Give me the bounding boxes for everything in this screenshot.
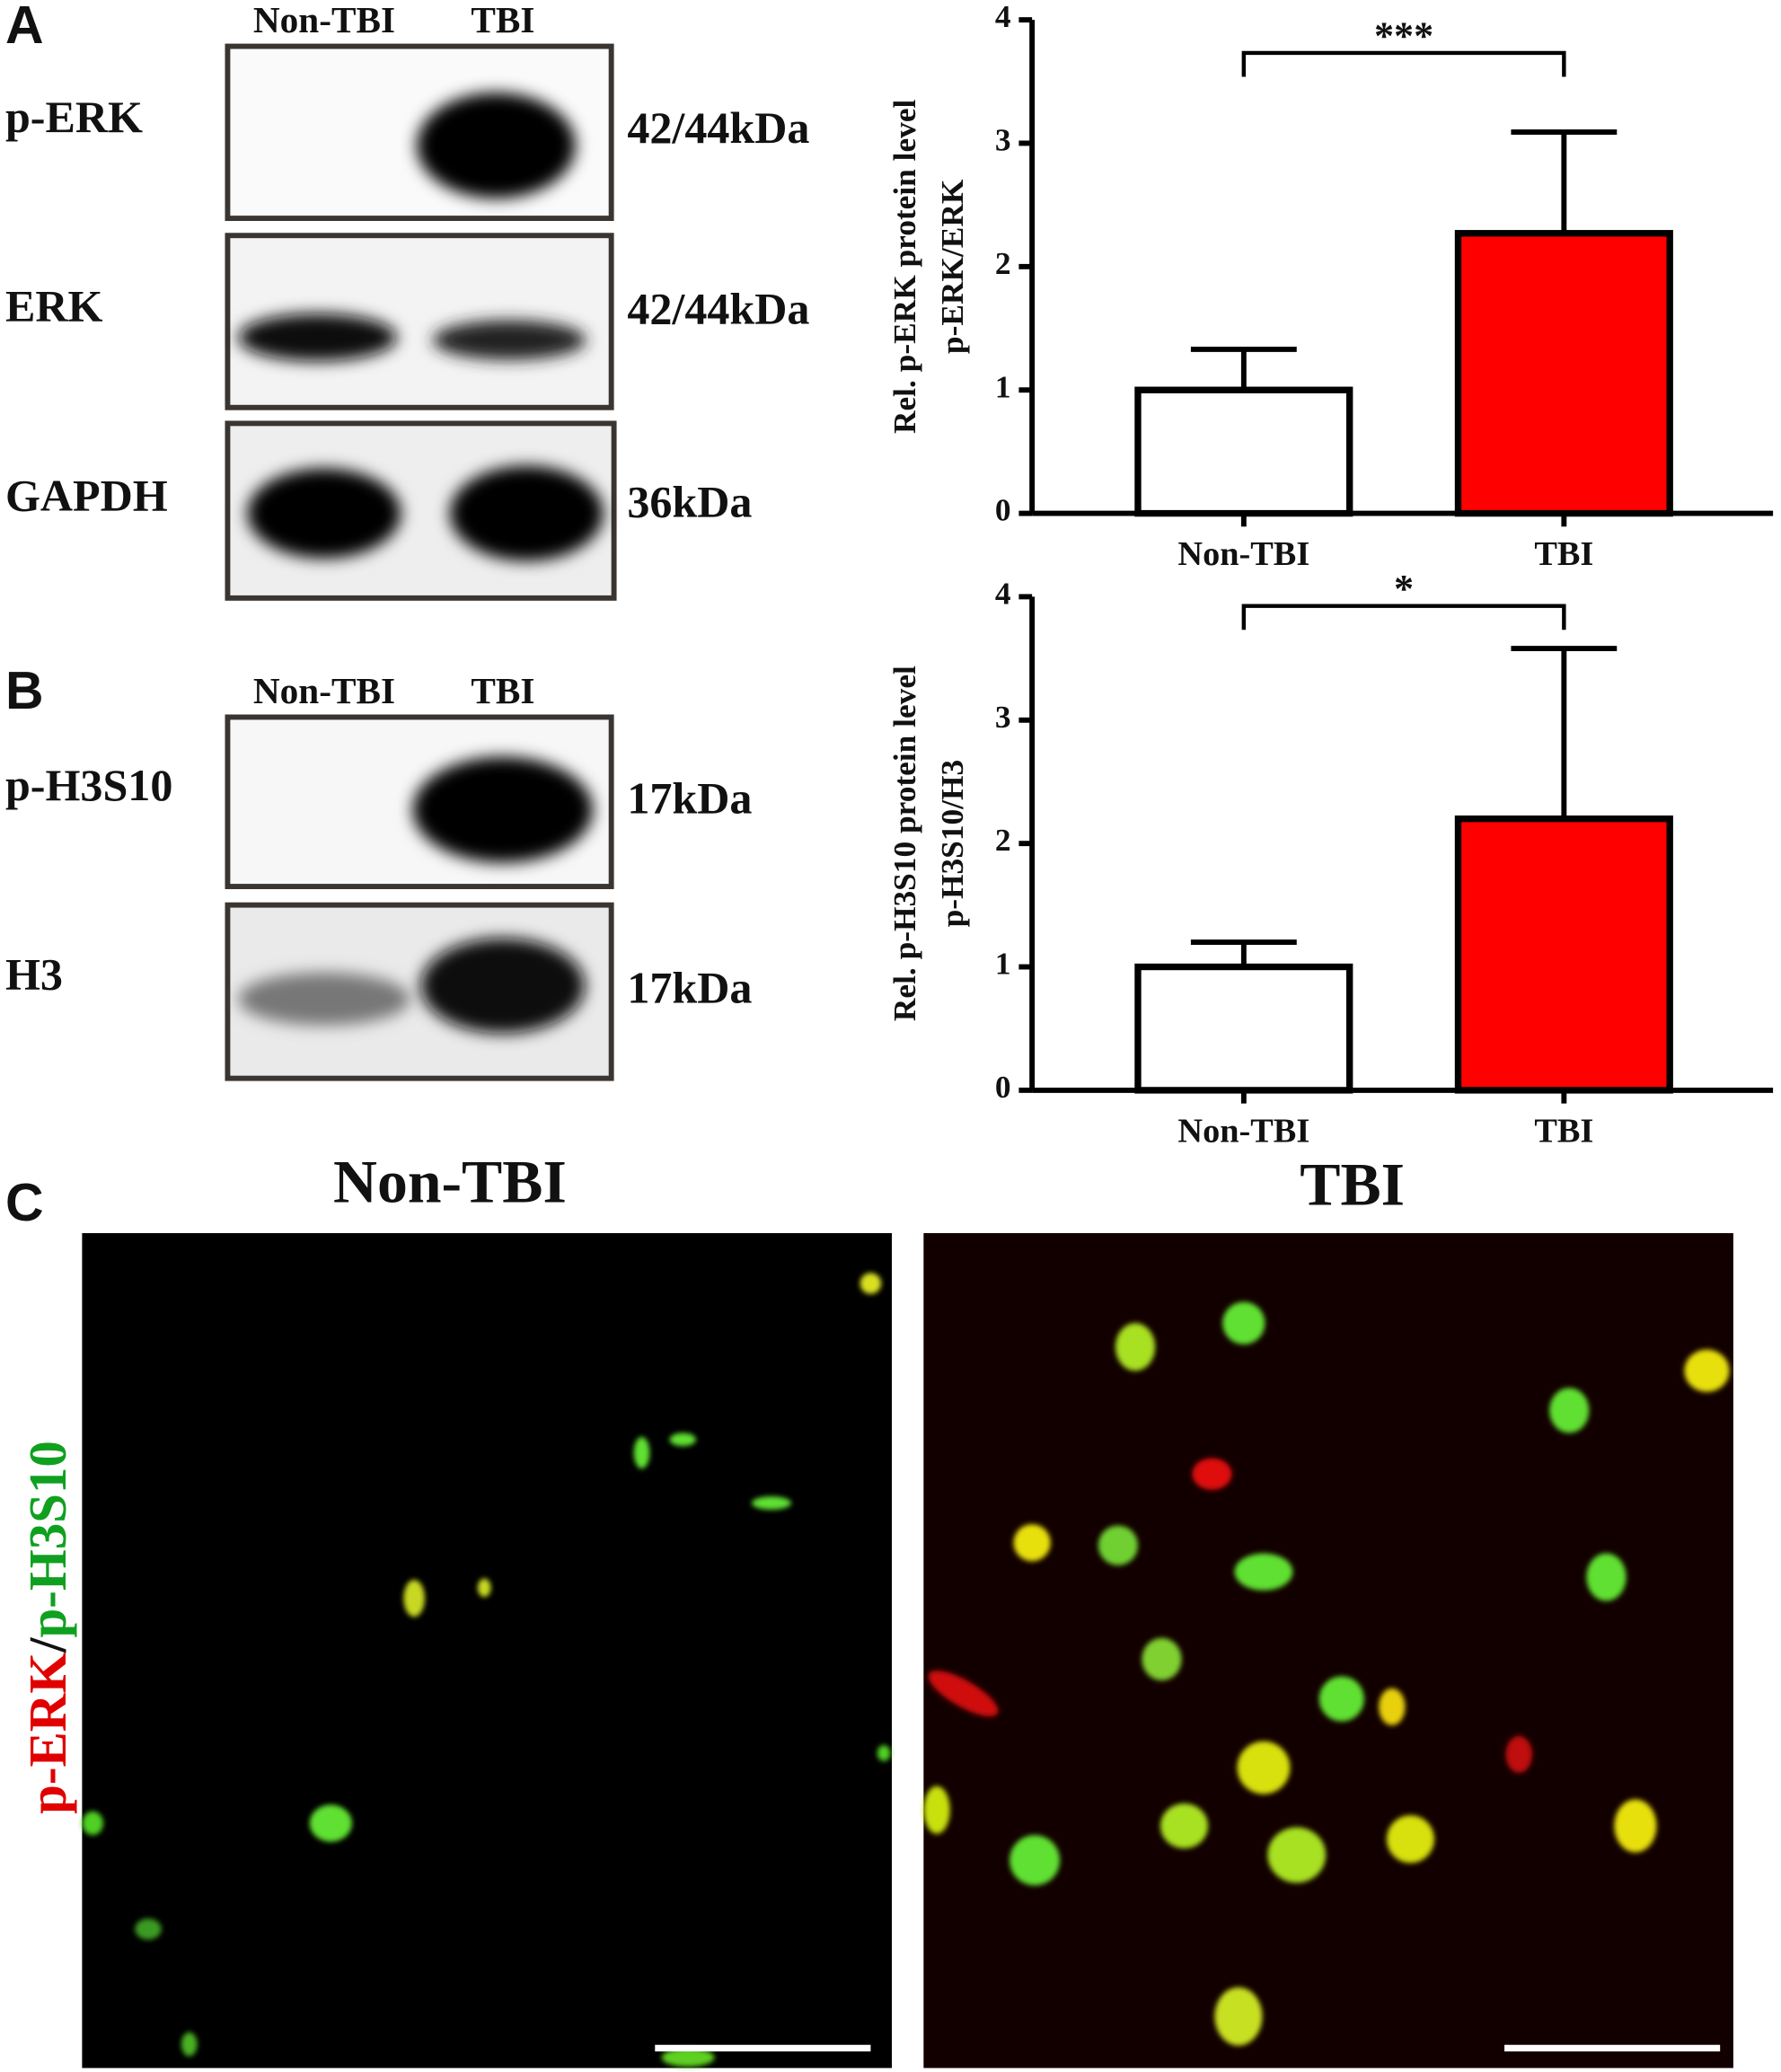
- stain-part: p-H3S10: [17, 1441, 76, 1637]
- panel-label: A: [5, 0, 44, 55]
- blot: [225, 420, 617, 601]
- image-title: Non-TBI: [333, 1148, 567, 1215]
- significance-bracket: [1241, 604, 1566, 630]
- blot: [225, 902, 614, 1081]
- y-tick-label: 2: [995, 245, 1011, 281]
- image-title: TBI: [1300, 1151, 1405, 1218]
- y-axis-label: Rel. p-H3S10 protein level: [886, 666, 922, 1021]
- stain-label: p-ERK/p-H3S10: [17, 1441, 76, 1814]
- y-tick-label: 0: [995, 492, 1011, 528]
- lane-label: TBI: [471, 670, 534, 711]
- y-axis-label: Rel. p-ERK protein level: [886, 99, 922, 434]
- protein-label: ERK: [5, 281, 103, 331]
- x-tick-label: Non-TBI: [1177, 1112, 1309, 1150]
- bar: [1454, 815, 1673, 1094]
- size-label: 42/44kDa: [627, 284, 809, 334]
- significance-bracket: [1241, 50, 1566, 77]
- lane-label: Non-TBI: [253, 670, 395, 711]
- y-tick-label: 2: [995, 822, 1011, 858]
- y-tick-label: 3: [995, 122, 1011, 158]
- x-tick-label: TBI: [1534, 535, 1593, 573]
- blot: [225, 233, 614, 410]
- y-tick-label: 0: [995, 1069, 1011, 1105]
- blot: [225, 714, 614, 889]
- size-label: 42/44kDa: [627, 102, 809, 153]
- bar: [1134, 386, 1353, 517]
- y-axis-label: p-ERK/ERK: [934, 179, 970, 354]
- size-label: 36kDa: [627, 477, 752, 527]
- y-tick-label: 4: [995, 0, 1011, 34]
- y-tick-label: 1: [995, 368, 1011, 404]
- y-tick-label: 3: [995, 699, 1011, 735]
- y-axis-label: p-H3S10/H3: [934, 760, 970, 928]
- size-label: 17kDa: [627, 962, 752, 1012]
- blot: [225, 43, 614, 222]
- lane-label: Non-TBI: [253, 0, 395, 40]
- bar: [1454, 230, 1673, 517]
- micrograph: [923, 1233, 1733, 2068]
- panel-label: B: [5, 662, 44, 720]
- x-tick-label: TBI: [1534, 1112, 1593, 1150]
- lane-label: TBI: [471, 0, 534, 40]
- y-tick-label: 4: [995, 576, 1011, 612]
- micrograph: [82, 1233, 892, 2068]
- stain-part: /: [17, 1637, 76, 1653]
- protein-label: p-H3S10: [5, 760, 172, 810]
- panel-label: C: [5, 1174, 44, 1232]
- x-tick-label: Non-TBI: [1177, 535, 1309, 573]
- protein-label: H3: [5, 949, 63, 1000]
- y-tick-label: 1: [995, 946, 1011, 982]
- size-label: 17kDa: [627, 773, 752, 824]
- protein-label: GAPDH: [5, 470, 168, 520]
- protein-label: p-ERK: [5, 92, 143, 142]
- bar: [1134, 963, 1353, 1094]
- significance-label: ***: [1374, 13, 1433, 57]
- significance-label: *: [1394, 567, 1414, 611]
- stain-part: p-ERK: [17, 1653, 76, 1814]
